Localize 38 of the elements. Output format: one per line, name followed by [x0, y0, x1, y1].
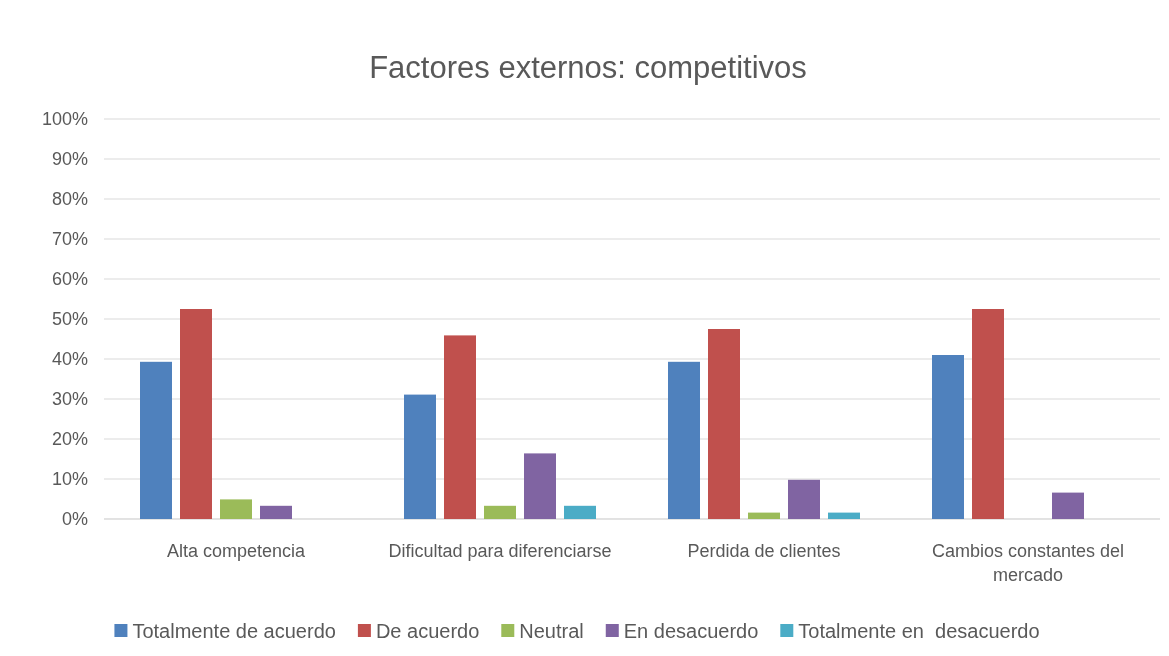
- y-tick-label: 90%: [51, 149, 88, 170]
- bar: [140, 361, 172, 519]
- legend-label: En desacuerdo: [623, 620, 759, 642]
- bar: [972, 309, 1004, 519]
- bar: [260, 505, 292, 519]
- x-tick-label: Cambios constantes del mercado: [931, 541, 1125, 585]
- y-tick-label: 30%: [51, 389, 88, 410]
- x-tick-label: Dificultad para diferenciarse: [388, 541, 612, 561]
- bar: [668, 361, 700, 519]
- bar: [708, 329, 740, 519]
- bar: [1052, 492, 1084, 519]
- bar: [932, 355, 964, 519]
- legend-label: Totalmente en desacuerdo: [798, 620, 1040, 642]
- bar: [524, 453, 556, 519]
- y-tick-label: 80%: [51, 189, 88, 210]
- bar: [564, 505, 596, 519]
- bar: [748, 512, 780, 519]
- y-tick-label: 100%: [41, 109, 88, 130]
- y-tick-label: 20%: [51, 429, 88, 450]
- legend-label: De acuerdo: [375, 620, 480, 642]
- y-tick-label: 50%: [51, 309, 88, 330]
- legend-label: Totalmente de acuerdo: [132, 620, 336, 642]
- x-tick-label: Perdida de clientes: [687, 541, 841, 561]
- chart-title: Factores externos: competitivos: [369, 50, 807, 85]
- y-tick-label: 40%: [51, 349, 88, 370]
- x-tick-label: Alta competencia: [166, 541, 307, 561]
- y-tick-label: 70%: [51, 229, 88, 250]
- bar: [220, 499, 252, 519]
- bar: [828, 512, 860, 519]
- y-tick-label: 60%: [51, 269, 88, 290]
- bar: [404, 394, 436, 519]
- bar: [180, 309, 212, 519]
- bar: [484, 505, 516, 519]
- bar: [788, 479, 820, 519]
- bar: [444, 335, 476, 519]
- y-tick-label: 10%: [51, 469, 88, 490]
- legend-label: Neutral: [519, 620, 584, 642]
- y-tick-label: 0%: [61, 509, 88, 530]
